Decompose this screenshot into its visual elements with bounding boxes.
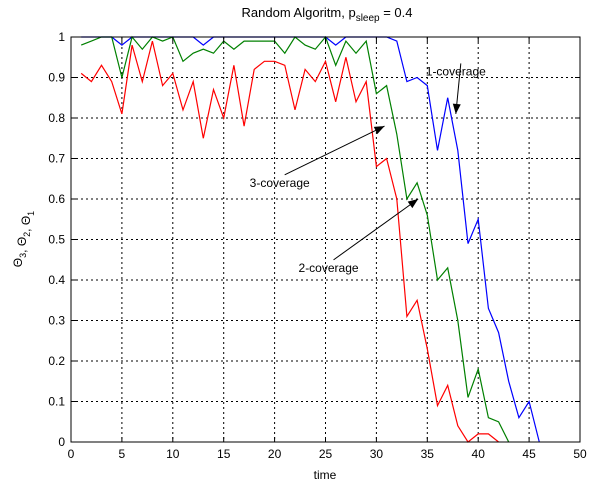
plot-area [71,37,580,442]
x-axis-label: time [314,468,337,482]
y-tick-label: 0.3 [48,314,65,328]
y-tick-labels: 0 0.1 0.2 0.3 0.4 0.5 0.6 0.7 0.8 0.9 1 [48,30,65,449]
y-tick-label: 0.9 [48,71,65,85]
tick-marks [70,36,581,443]
annotation-arrow-head [407,199,419,209]
annotation-arrow-head [452,103,461,114]
y-tick-label: 0.4 [48,273,65,287]
x-tick-label: 10 [166,447,180,461]
x-tick-label: 25 [319,447,333,461]
x-tick-label: 15 [217,447,231,461]
x-tick-label: 5 [119,447,126,461]
annotation-label: 3-coverage [250,176,310,190]
chart-title: Random Algoritm, psleep = 0.4 [242,5,413,24]
y-tick-label: 0.1 [48,395,65,409]
x-tick-label: 40 [472,447,486,461]
annotation-label: 1-coverage [426,64,486,78]
y-tick-label: 0.7 [48,152,65,166]
y-tick-label: 0.5 [48,233,65,247]
annotation-arrow-line [333,198,419,261]
annotation-arrow-line [284,125,385,176]
y-tick-label: 0.8 [48,111,65,125]
y-tick-label: 0 [58,435,65,449]
y-tick-label: 0.6 [48,192,65,206]
y-tick-label: 0.2 [48,354,65,368]
x-tick-label: 50 [573,447,587,461]
x-tick-label: 45 [522,447,536,461]
y-tick-label: 1 [58,30,65,44]
x-tick-label: 30 [370,447,384,461]
y-axis-label: Θ3, Θ2, Θ1 [11,211,36,267]
annotation-label: 2-coverage [299,261,359,275]
x-tick-label: 35 [421,447,435,461]
annotation-arrow-head [373,126,385,135]
x-tick-label: 20 [268,447,282,461]
annotations: 1-coverage 3-coverage 2-coverage [250,63,486,275]
x-tick-label: 0 [68,447,75,461]
x-tick-labels: 0 5 10 15 20 25 30 35 40 45 50 [68,447,587,461]
series-line-3 [80,40,499,443]
